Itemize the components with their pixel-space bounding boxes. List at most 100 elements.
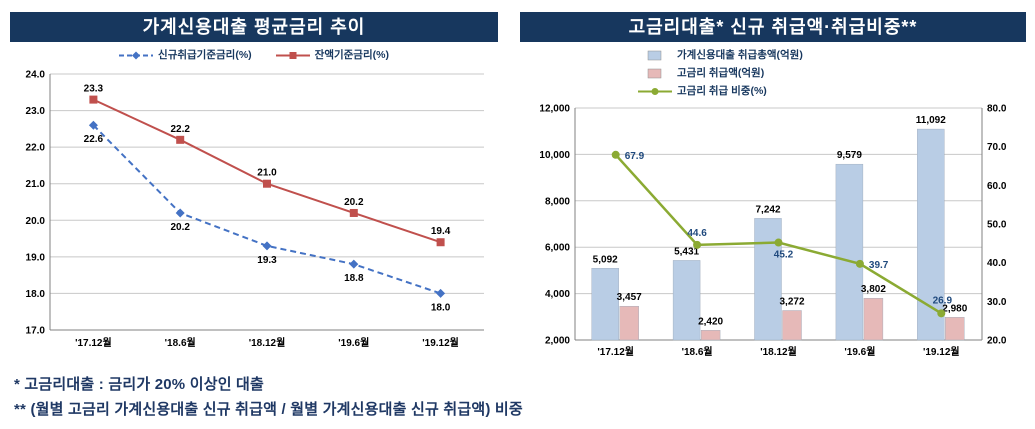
data-label: 21.0 <box>257 168 277 179</box>
line-series: 23.3 22.2 21.0 20.2 19.4 <box>84 84 451 247</box>
y-tick-label-left: 4,000 <box>545 289 570 300</box>
legend-item: 신규취급기준금리(%) <box>119 47 252 62</box>
data-label: 18.0 <box>431 302 451 313</box>
bar-series: 3,457 2,420 3,272 3,802 2,980 <box>617 284 968 341</box>
legend-item: 고금리 취급 비중(%) <box>638 83 767 98</box>
bar-label: 5,431 <box>674 246 699 257</box>
data-label: 19.3 <box>257 255 277 266</box>
bar-label: 11,092 <box>916 115 946 126</box>
marker <box>436 288 446 298</box>
y-tick-label-right: 80.0 <box>987 104 1007 115</box>
right-chart-panel: 고금리대출* 신규 취급액·취급비중** 가계신용대출 취급총액(억원) 고금리 … <box>520 12 1026 366</box>
bar-label: 7,242 <box>755 204 780 215</box>
line-label: 45.2 <box>774 250 794 261</box>
bar <box>917 128 945 341</box>
y-tick-label: 23.0 <box>26 106 46 117</box>
line-label: 39.7 <box>869 260 889 271</box>
line-label: 67.9 <box>625 151 645 162</box>
right-chart-legend: 가계신용대출 취급총액(억원) 고금리 취급액(억원) 고금리 취급 비중(%) <box>520 47 1026 98</box>
legend-label: 고금리 취급 비중(%) <box>677 85 767 97</box>
line-series: 22.6 20.2 19.3 18.8 18.0 <box>84 120 451 313</box>
y-tick-label-left: 12,000 <box>539 104 570 115</box>
right-chart-title: 고금리대출* 신규 취급액·취급비중** <box>520 12 1026 42</box>
bar-series: 5,092 5,431 7,242 9,579 11,092 <box>591 115 946 341</box>
bar-legend-swatch-icon <box>647 68 662 79</box>
marker <box>693 240 702 249</box>
legend-label: 신규취급기준금리(%) <box>158 49 252 61</box>
line-legend-swatch-icon <box>638 88 672 95</box>
data-label: 23.3 <box>84 84 104 95</box>
y-tick-label-right: 20.0 <box>987 336 1007 347</box>
y-tick-label: 22.0 <box>26 143 46 154</box>
y-tick-label-right: 60.0 <box>987 181 1007 192</box>
x-tick-label: '18.6월 <box>682 346 713 358</box>
x-tick-label: '19.6월 <box>844 346 875 358</box>
y-tick-label-left: 6,000 <box>545 243 570 254</box>
y-tick-label-left: 8,000 <box>545 196 570 207</box>
y-tick-label-right: 40.0 <box>987 258 1007 269</box>
bar-label: 5,092 <box>593 254 618 265</box>
x-tick-label: '19.6월 <box>338 337 369 349</box>
line-legend-swatch-icon <box>119 51 154 60</box>
data-label: 22.2 <box>170 124 190 135</box>
line-series: 67.9 44.6 45.2 39.7 26.9 <box>611 150 953 318</box>
footnote-ratio-definition: ** (월별 고금리 가계신용대출 신규 취급액 / 월별 가계신용대출 신규 … <box>14 401 523 418</box>
bar <box>754 218 782 341</box>
marker <box>349 259 359 269</box>
y-tick-label-right: 30.0 <box>987 297 1007 308</box>
bar <box>619 305 639 341</box>
data-label: 20.2 <box>344 197 364 208</box>
footnote-high-rate-definition: * 고금리대출 : 금리가 20% 이상인 대출 <box>14 376 265 393</box>
marker <box>349 208 358 217</box>
bar <box>945 317 965 341</box>
legend-item: 잔액기준금리(%) <box>275 47 389 62</box>
footnotes: * 고금리대출 : 금리가 20% 이상인 대출 ** (월별 고금리 가계신용… <box>14 372 523 422</box>
legend-item: 가계신용대출 취급총액(억원) <box>638 47 803 62</box>
bar-label: 2,980 <box>942 303 967 314</box>
marker <box>262 241 272 251</box>
right-chart-plot: 2,000 4,000 6,000 8,000 10,000 12,000 20.0 30.0… <box>539 104 1007 359</box>
left-chart-legend: 신규취급기준금리(%) 잔액기준금리(%) <box>10 47 498 62</box>
legend-label: 고금리 취급액(억원) <box>677 67 765 79</box>
y-tick-label: 17.0 <box>26 326 46 337</box>
bar <box>863 297 884 341</box>
data-label: 19.4 <box>431 226 451 237</box>
x-tick-label: '18.12월 <box>249 337 286 349</box>
line-legend-swatch-icon <box>275 52 310 59</box>
series-line <box>92 124 441 295</box>
marker <box>937 309 946 318</box>
bar-legend-swatch-icon <box>647 50 662 61</box>
legend-label: 잔액기준금리(%) <box>314 49 389 61</box>
y-tick-label: 24.0 <box>26 70 46 81</box>
marker <box>611 150 620 159</box>
x-tick-label: '18.6월 <box>165 337 196 349</box>
bar <box>700 330 721 341</box>
y-tick-label: 21.0 <box>26 179 46 190</box>
marker <box>436 238 445 247</box>
legend-item: 고금리 취급액(억원) <box>638 65 764 80</box>
y-tick-label: 20.0 <box>26 216 46 227</box>
legend-label: 가계신용대출 취급총액(억원) <box>677 49 803 61</box>
bar-label: 3,802 <box>861 284 886 295</box>
left-chart-title: 가계신용대출 평균금리 추이 <box>10 12 498 42</box>
y-tick-label-left: 2,000 <box>545 336 570 347</box>
data-label: 20.2 <box>170 222 190 233</box>
bar <box>835 163 864 341</box>
bar <box>782 310 802 341</box>
marker <box>774 238 783 247</box>
x-tick-label: '17.12월 <box>597 346 634 358</box>
y-tick-label: 18.0 <box>26 289 46 300</box>
marker <box>176 135 185 144</box>
data-label: 22.6 <box>84 134 104 145</box>
x-tick-label: '17.12월 <box>75 337 112 349</box>
bar-label: 3,457 <box>617 292 642 303</box>
marker <box>855 259 864 268</box>
marker <box>263 179 271 188</box>
y-tick-label: 19.0 <box>26 252 46 263</box>
line-label: 26.9 <box>933 295 953 306</box>
bar <box>672 260 701 341</box>
y-tick-label-right: 70.0 <box>987 142 1007 153</box>
data-label: 18.8 <box>344 273 364 284</box>
bar <box>591 268 619 341</box>
